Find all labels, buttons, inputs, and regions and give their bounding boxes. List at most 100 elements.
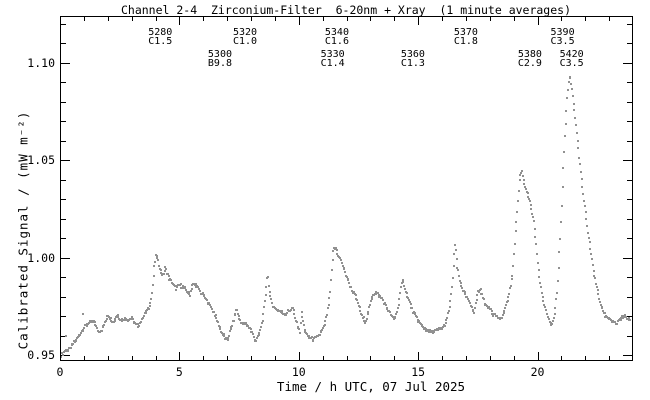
- data-point: [245, 322, 247, 324]
- data-point: [491, 313, 493, 315]
- data-point: [543, 304, 545, 306]
- data-point: [453, 253, 455, 255]
- data-point: [518, 190, 520, 192]
- data-point: [548, 318, 550, 320]
- data-point: [561, 205, 563, 207]
- data-point: [392, 316, 394, 318]
- flare-noaa-number: 5280: [148, 27, 173, 38]
- data-point: [503, 310, 505, 312]
- data-point: [600, 304, 602, 306]
- data-point: [507, 296, 509, 298]
- data-point: [364, 322, 366, 324]
- data-point: [535, 243, 537, 245]
- data-point: [340, 259, 342, 261]
- data-point: [306, 333, 308, 335]
- data-point: [398, 304, 400, 306]
- data-point: [256, 337, 258, 339]
- data-point: [595, 283, 597, 285]
- data-point: [65, 335, 67, 337]
- flare-goes-class: C1.6: [324, 36, 349, 47]
- data-point: [185, 289, 187, 291]
- data-point: [62, 354, 64, 356]
- data-point: [594, 277, 596, 279]
- data-point: [138, 325, 140, 327]
- data-point: [357, 302, 359, 304]
- data-point: [478, 291, 480, 293]
- data-point: [67, 349, 69, 351]
- data-point: [524, 186, 526, 188]
- data-point: [581, 186, 583, 188]
- data-point: [267, 276, 269, 278]
- data-point: [154, 261, 156, 263]
- data-point: [145, 312, 147, 314]
- data-point: [568, 81, 570, 83]
- data-point: [414, 313, 416, 315]
- data-point: [614, 321, 616, 323]
- data-point: [369, 304, 371, 306]
- data-point: [521, 170, 523, 172]
- data-point: [152, 284, 154, 286]
- data-point: [359, 306, 361, 308]
- data-point: [542, 300, 544, 302]
- data-point: [579, 163, 581, 165]
- data-point: [209, 304, 211, 306]
- data-point: [473, 312, 475, 314]
- data-point: [188, 291, 190, 293]
- plot-area: [60, 16, 633, 361]
- data-point: [262, 313, 264, 315]
- data-point: [394, 316, 396, 318]
- data-point: [562, 167, 564, 169]
- data-point: [467, 298, 469, 300]
- data-point: [239, 319, 241, 321]
- data-point: [492, 315, 494, 317]
- data-point: [181, 287, 183, 289]
- data-point: [598, 298, 600, 300]
- data-point: [512, 265, 514, 267]
- data-point: [213, 311, 215, 313]
- data-point: [620, 317, 622, 319]
- data-point: [328, 297, 330, 299]
- data-point: [399, 292, 401, 294]
- data-point: [164, 266, 166, 268]
- data-point: [565, 123, 567, 125]
- data-point: [355, 294, 357, 296]
- data-point: [290, 309, 292, 311]
- data-point: [483, 298, 485, 300]
- data-point: [408, 299, 410, 301]
- data-point: [294, 317, 296, 319]
- data-point: [581, 178, 583, 180]
- flare-goes-class: C1.3: [400, 58, 425, 69]
- data-point: [301, 311, 303, 313]
- data-point: [589, 248, 591, 250]
- data-point: [215, 314, 217, 316]
- data-point: [189, 295, 191, 297]
- flare-label-5390: 5390 C3.5: [551, 28, 575, 47]
- data-point: [582, 193, 584, 195]
- data-point: [325, 316, 327, 318]
- data-point: [437, 329, 439, 331]
- data-point: [625, 316, 627, 318]
- data-point: [585, 218, 587, 220]
- data-point: [131, 316, 133, 318]
- data-point: [328, 304, 330, 306]
- data-point: [219, 326, 221, 328]
- data-point: [258, 332, 260, 334]
- data-point: [230, 328, 232, 330]
- data-point: [530, 208, 532, 210]
- data-point: [621, 315, 623, 317]
- data-point: [544, 306, 546, 308]
- x-tick-label: 5: [175, 365, 183, 379]
- flare-noaa-number: 5360: [400, 49, 425, 60]
- data-point: [304, 329, 306, 331]
- data-point: [327, 307, 329, 309]
- data-point: [367, 313, 369, 315]
- data-point: [516, 211, 518, 213]
- data-point: [268, 285, 270, 287]
- data-point: [363, 320, 365, 322]
- data-point: [156, 255, 158, 257]
- data-point: [301, 316, 303, 318]
- data-point: [586, 225, 588, 227]
- flare-noaa-number: 5320: [232, 27, 258, 38]
- data-point: [574, 117, 576, 119]
- data-point: [252, 333, 254, 335]
